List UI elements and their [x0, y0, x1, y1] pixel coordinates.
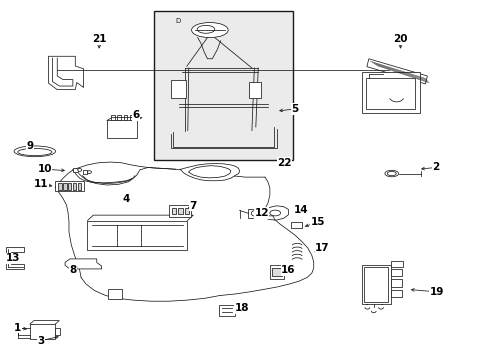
Polygon shape — [73, 183, 76, 190]
Text: 19: 19 — [429, 287, 444, 297]
Polygon shape — [361, 72, 419, 113]
Polygon shape — [219, 305, 234, 316]
Bar — [154, 12, 293, 160]
Polygon shape — [87, 221, 187, 250]
Polygon shape — [63, 183, 66, 190]
Polygon shape — [248, 209, 262, 218]
Text: 14: 14 — [293, 206, 308, 216]
Polygon shape — [48, 56, 83, 90]
Text: 1: 1 — [14, 323, 21, 333]
Polygon shape — [171, 80, 185, 98]
Text: 7: 7 — [189, 201, 197, 211]
Polygon shape — [180, 163, 239, 181]
Text: 2: 2 — [431, 162, 439, 172]
Ellipse shape — [280, 160, 288, 166]
Polygon shape — [73, 168, 78, 172]
Polygon shape — [168, 205, 190, 217]
Ellipse shape — [18, 148, 52, 156]
Ellipse shape — [14, 146, 56, 157]
Polygon shape — [108, 289, 122, 299]
Polygon shape — [366, 78, 414, 109]
Text: 15: 15 — [310, 217, 324, 227]
Ellipse shape — [384, 170, 398, 177]
Polygon shape — [107, 121, 137, 138]
Ellipse shape — [386, 171, 395, 176]
Polygon shape — [361, 265, 390, 304]
Text: 9: 9 — [26, 141, 34, 151]
Ellipse shape — [197, 26, 214, 33]
Text: 12: 12 — [254, 208, 268, 218]
Polygon shape — [390, 269, 401, 276]
Text: 10: 10 — [37, 164, 52, 174]
Ellipse shape — [87, 171, 91, 174]
Text: 21: 21 — [92, 35, 106, 44]
Polygon shape — [269, 265, 284, 279]
Polygon shape — [184, 208, 188, 215]
Polygon shape — [178, 208, 182, 215]
Text: 8: 8 — [69, 265, 76, 275]
Polygon shape — [55, 328, 60, 335]
Text: 13: 13 — [6, 253, 20, 263]
Text: 5: 5 — [290, 104, 298, 114]
Ellipse shape — [78, 168, 81, 171]
Polygon shape — [290, 222, 301, 228]
Polygon shape — [5, 247, 24, 269]
Text: 4: 4 — [122, 194, 130, 204]
Text: 18: 18 — [234, 303, 249, 314]
Polygon shape — [248, 82, 261, 98]
Polygon shape — [366, 59, 427, 84]
Polygon shape — [390, 261, 402, 267]
Polygon shape — [68, 183, 71, 190]
Text: 11: 11 — [34, 179, 48, 189]
Text: 17: 17 — [315, 243, 329, 253]
Polygon shape — [390, 290, 401, 297]
Polygon shape — [30, 324, 55, 338]
Ellipse shape — [251, 211, 259, 216]
Text: 3: 3 — [37, 336, 44, 346]
Polygon shape — [117, 116, 121, 121]
Text: 22: 22 — [277, 158, 291, 168]
Polygon shape — [65, 259, 102, 269]
Polygon shape — [78, 183, 81, 190]
Polygon shape — [123, 116, 127, 121]
Polygon shape — [82, 170, 87, 174]
Text: D: D — [175, 18, 180, 24]
Polygon shape — [188, 166, 230, 178]
Text: 20: 20 — [392, 35, 407, 44]
Polygon shape — [58, 183, 61, 190]
Polygon shape — [111, 116, 115, 121]
Polygon shape — [171, 208, 176, 215]
Text: 6: 6 — [132, 111, 140, 121]
Text: 16: 16 — [281, 265, 295, 275]
Polygon shape — [271, 268, 282, 276]
Polygon shape — [363, 267, 387, 302]
Ellipse shape — [191, 23, 228, 37]
Polygon shape — [55, 181, 83, 191]
Polygon shape — [390, 279, 401, 287]
Polygon shape — [130, 116, 134, 121]
Ellipse shape — [269, 210, 280, 216]
